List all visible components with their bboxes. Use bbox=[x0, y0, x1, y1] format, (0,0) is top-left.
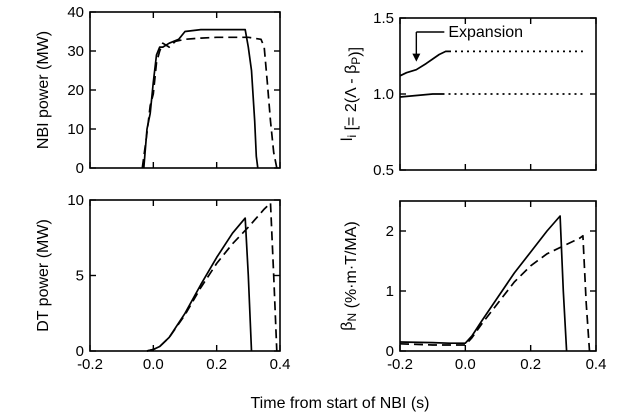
x-tick-label: 0.0 bbox=[143, 356, 164, 373]
panel-bottom-left: -0.2 0.0 0.2 0.4 0 5 10 DT power (MW) bbox=[35, 192, 290, 373]
annotation-label: Expansion bbox=[448, 24, 523, 41]
y-tick-label: 30 bbox=[67, 43, 84, 60]
y-tick-label: 1.0 bbox=[373, 86, 394, 103]
y-tick-label: 5 bbox=[76, 268, 84, 285]
x-tick-label: 0.4 bbox=[270, 356, 291, 373]
x-axis-label: Time from start of NBI (s) bbox=[251, 395, 430, 412]
x-tick-label: 0.4 bbox=[586, 356, 607, 373]
y-axis-label: βN (%·m·T/MA) bbox=[339, 221, 360, 330]
y-tick-label: 0 bbox=[76, 343, 84, 360]
series-line-solid bbox=[142, 28, 259, 169]
series-line-dashed bbox=[141, 36, 278, 169]
plot-frame bbox=[399, 200, 597, 352]
series-line-solid bbox=[146, 217, 253, 352]
y-tick-label: 1 bbox=[386, 283, 394, 300]
y-tick-label: 20 bbox=[67, 82, 84, 99]
y-tick-label: 2 bbox=[386, 223, 394, 240]
y-tick-label: 10 bbox=[67, 121, 84, 138]
annotation-arrow-head bbox=[412, 53, 421, 62]
y-axis-label: li [= 2(Λ - βP)] bbox=[339, 47, 364, 141]
y-tick-label: 0.5 bbox=[373, 162, 394, 179]
panel-top-left: 0 10 20 30 40 NBI power (MW) bbox=[35, 4, 281, 177]
x-tick-label: -0.2 bbox=[77, 356, 103, 373]
panel-top-right: 0.5 1.0 1.5 li [= 2(Λ - βP)] Expansion bbox=[339, 10, 597, 179]
x-tick-label: -0.2 bbox=[387, 356, 413, 373]
series-line-solid bbox=[399, 50, 449, 77]
x-tick-label: 0.2 bbox=[206, 356, 227, 373]
y-axis-label: DT power (MW) bbox=[35, 219, 52, 332]
series-line-solid bbox=[399, 215, 568, 352]
plot-frame bbox=[89, 11, 281, 169]
series-line-dashed bbox=[399, 234, 591, 352]
x-tick-label: 0.0 bbox=[455, 356, 476, 373]
panel-bottom-right: -0.2 0.0 0.2 0.4 0 1 2 βN (%·m·T/MA) bbox=[339, 200, 607, 373]
x-tick-label: 0.2 bbox=[520, 356, 541, 373]
y-tick-label: 1.5 bbox=[373, 10, 394, 27]
y-tick-label: 10 bbox=[67, 192, 84, 209]
series-line-solid bbox=[399, 93, 443, 98]
y-tick-label: 0 bbox=[76, 160, 84, 177]
y-tick-label: 0 bbox=[386, 343, 394, 360]
series-line-dashed bbox=[146, 202, 278, 352]
y-tick-label: 40 bbox=[67, 4, 84, 21]
y-axis-label: NBI power (MW) bbox=[35, 31, 52, 149]
